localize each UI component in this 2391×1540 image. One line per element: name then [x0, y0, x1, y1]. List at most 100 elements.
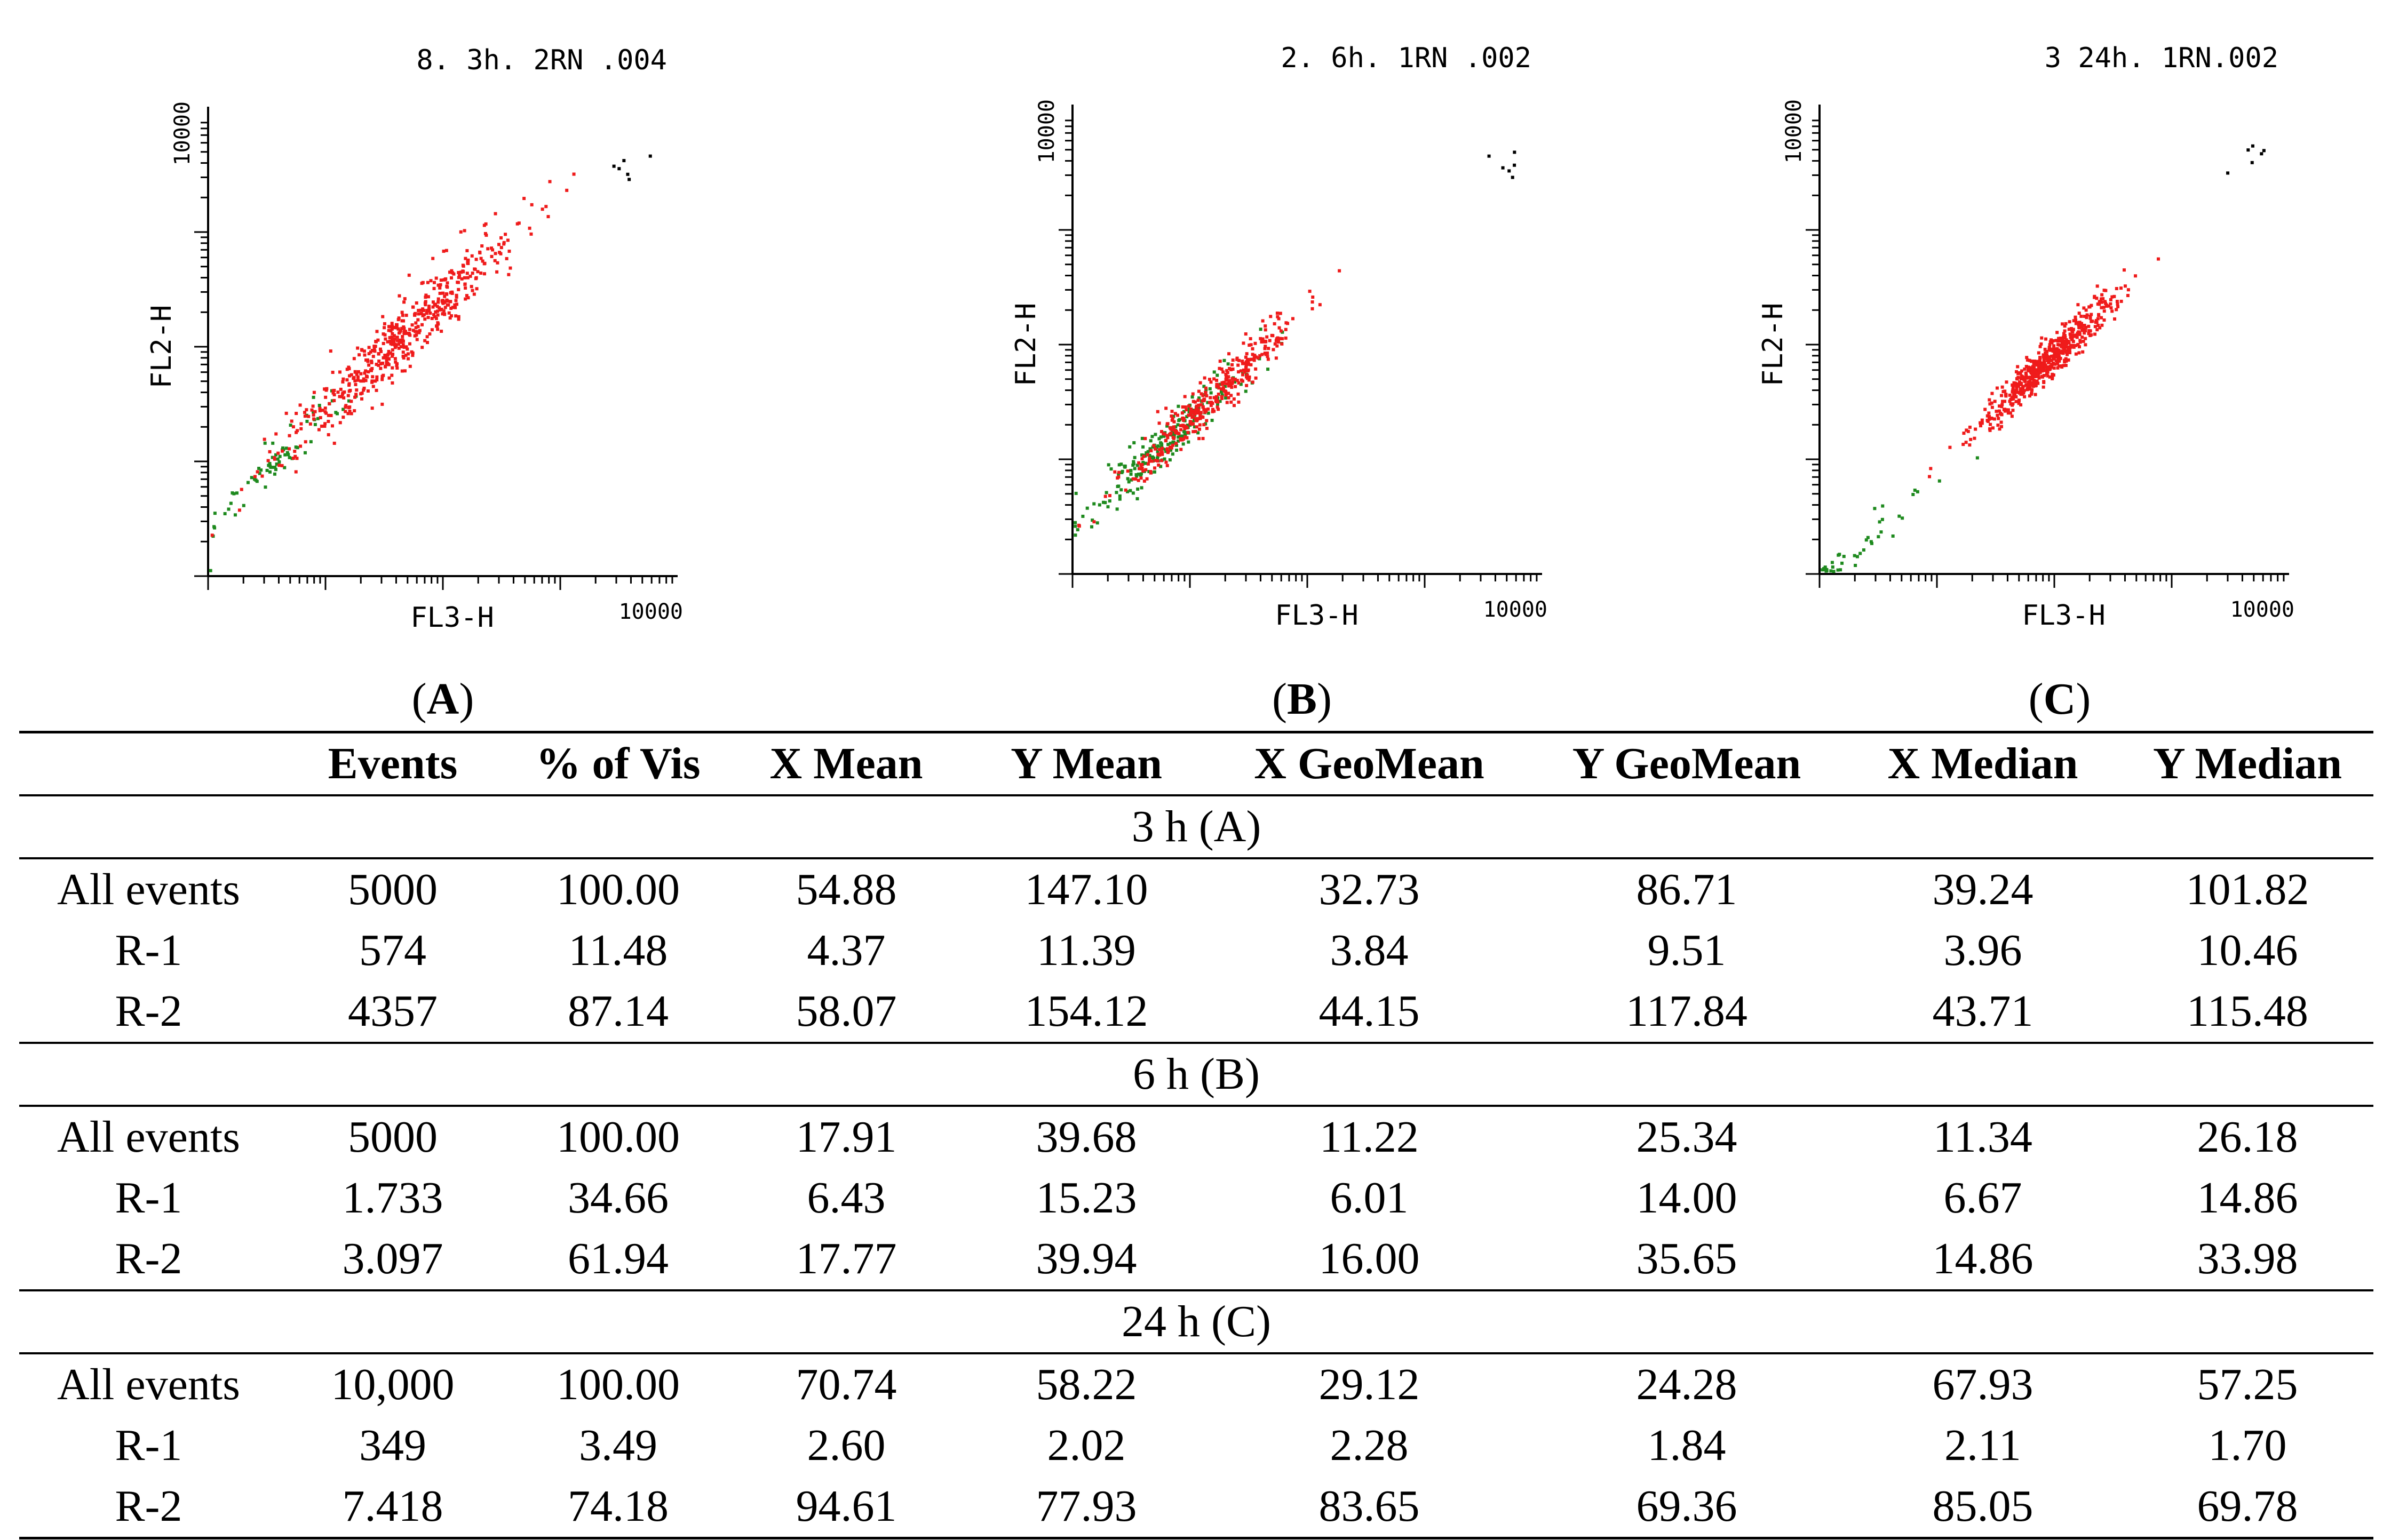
data-point	[419, 309, 423, 312]
data-point	[1200, 415, 1203, 418]
data-point	[1075, 492, 1078, 495]
data-point	[622, 159, 625, 162]
table-row: R-2 3.097 61.94 17.77 39.94 16.00 35.65 14.86 33…	[19, 1228, 2373, 1290]
table-cell: 29.12	[1209, 1353, 1529, 1415]
data-point	[1140, 486, 1143, 489]
data-point	[2027, 368, 2030, 371]
data-point	[414, 330, 417, 333]
data-point	[2115, 287, 2118, 290]
table-cell: 574	[278, 920, 507, 981]
data-point	[1175, 449, 1178, 452]
data-point	[2015, 387, 2018, 390]
data-point	[1154, 448, 1157, 451]
data-point	[1237, 359, 1241, 362]
header-cell: % of Vis	[507, 732, 729, 796]
data-point	[387, 357, 391, 361]
data-point	[407, 357, 410, 361]
data-point	[475, 287, 479, 290]
table-cell: All events	[19, 1353, 278, 1415]
table-cell: 100.00	[507, 1106, 729, 1168]
data-point	[1229, 394, 1233, 397]
data-point	[466, 276, 470, 280]
table-cell: 86.71	[1529, 858, 1844, 920]
data-point	[404, 354, 408, 357]
data-point	[1244, 366, 1248, 369]
data-point	[2020, 383, 2023, 386]
data-point	[354, 370, 357, 373]
data-point	[2094, 325, 2097, 328]
data-point	[2048, 347, 2051, 350]
table-cell: 154.12	[964, 981, 1209, 1043]
data-point	[339, 421, 342, 424]
data-point	[1948, 446, 1951, 449]
table-cell: 11.22	[1209, 1106, 1529, 1168]
table-row: All events 10,000 100.00 70.74 58.22 29.12 24.…	[19, 1353, 2373, 1415]
data-point	[390, 374, 393, 377]
data-point	[1074, 525, 1077, 528]
data-point	[1275, 356, 1278, 360]
data-point	[1268, 339, 1272, 342]
data-point	[1284, 328, 1288, 331]
data-point	[1278, 337, 1282, 340]
data-point	[441, 292, 444, 295]
data-point	[1897, 515, 1901, 518]
table-row: All events 5000 100.00 17.91 39.68 11.22 25.34…	[19, 1106, 2373, 1168]
data-point	[320, 425, 323, 428]
data-point	[304, 440, 307, 443]
data-point	[1183, 425, 1187, 428]
data-point	[1881, 505, 1884, 508]
data-point	[391, 322, 394, 325]
data-point	[436, 309, 439, 313]
data-point	[286, 451, 289, 454]
data-point	[1193, 412, 1196, 416]
data-point	[240, 488, 243, 491]
data-point	[2096, 284, 2099, 288]
data-point	[427, 305, 431, 308]
data-point	[1181, 405, 1185, 409]
data-point	[1143, 480, 1146, 483]
data-point	[331, 371, 335, 374]
data-point	[2104, 289, 2107, 292]
data-point	[1157, 437, 1161, 441]
data-point	[1831, 561, 1834, 564]
data-point	[1236, 364, 1240, 367]
data-point	[1182, 442, 1185, 445]
data-point	[1153, 470, 1156, 474]
data-point	[463, 229, 466, 232]
data-point	[1169, 433, 1172, 436]
data-point	[431, 306, 434, 309]
data-point	[370, 381, 374, 384]
data-point	[448, 312, 451, 315]
data-point	[395, 323, 399, 326]
data-point	[1194, 409, 1197, 412]
data-point	[1286, 322, 1289, 325]
data-point	[293, 450, 296, 453]
y-max-tick-label: 10000	[170, 101, 195, 165]
data-point	[408, 274, 411, 277]
data-point	[235, 491, 239, 494]
data-point	[386, 353, 390, 356]
data-point	[2033, 374, 2036, 377]
data-point	[1150, 435, 1154, 438]
data-point	[296, 429, 299, 432]
data-point	[2056, 343, 2060, 346]
data-point	[1271, 334, 1274, 337]
data-point	[480, 257, 483, 260]
data-point	[2044, 348, 2047, 351]
data-point	[304, 451, 307, 454]
data-point	[299, 427, 303, 430]
data-point	[1213, 370, 1216, 373]
data-point	[1338, 269, 1341, 273]
data-point	[1987, 411, 1990, 414]
data-point	[627, 178, 631, 181]
data-point	[1074, 533, 1077, 537]
data-point	[528, 227, 531, 230]
data-point	[232, 492, 235, 496]
data-point	[462, 264, 465, 267]
data-point	[450, 291, 454, 294]
data-point	[1241, 362, 1244, 365]
data-point	[1104, 495, 1107, 498]
data-point	[420, 346, 424, 349]
data-point	[1197, 437, 1201, 440]
data-point	[2157, 258, 2160, 261]
